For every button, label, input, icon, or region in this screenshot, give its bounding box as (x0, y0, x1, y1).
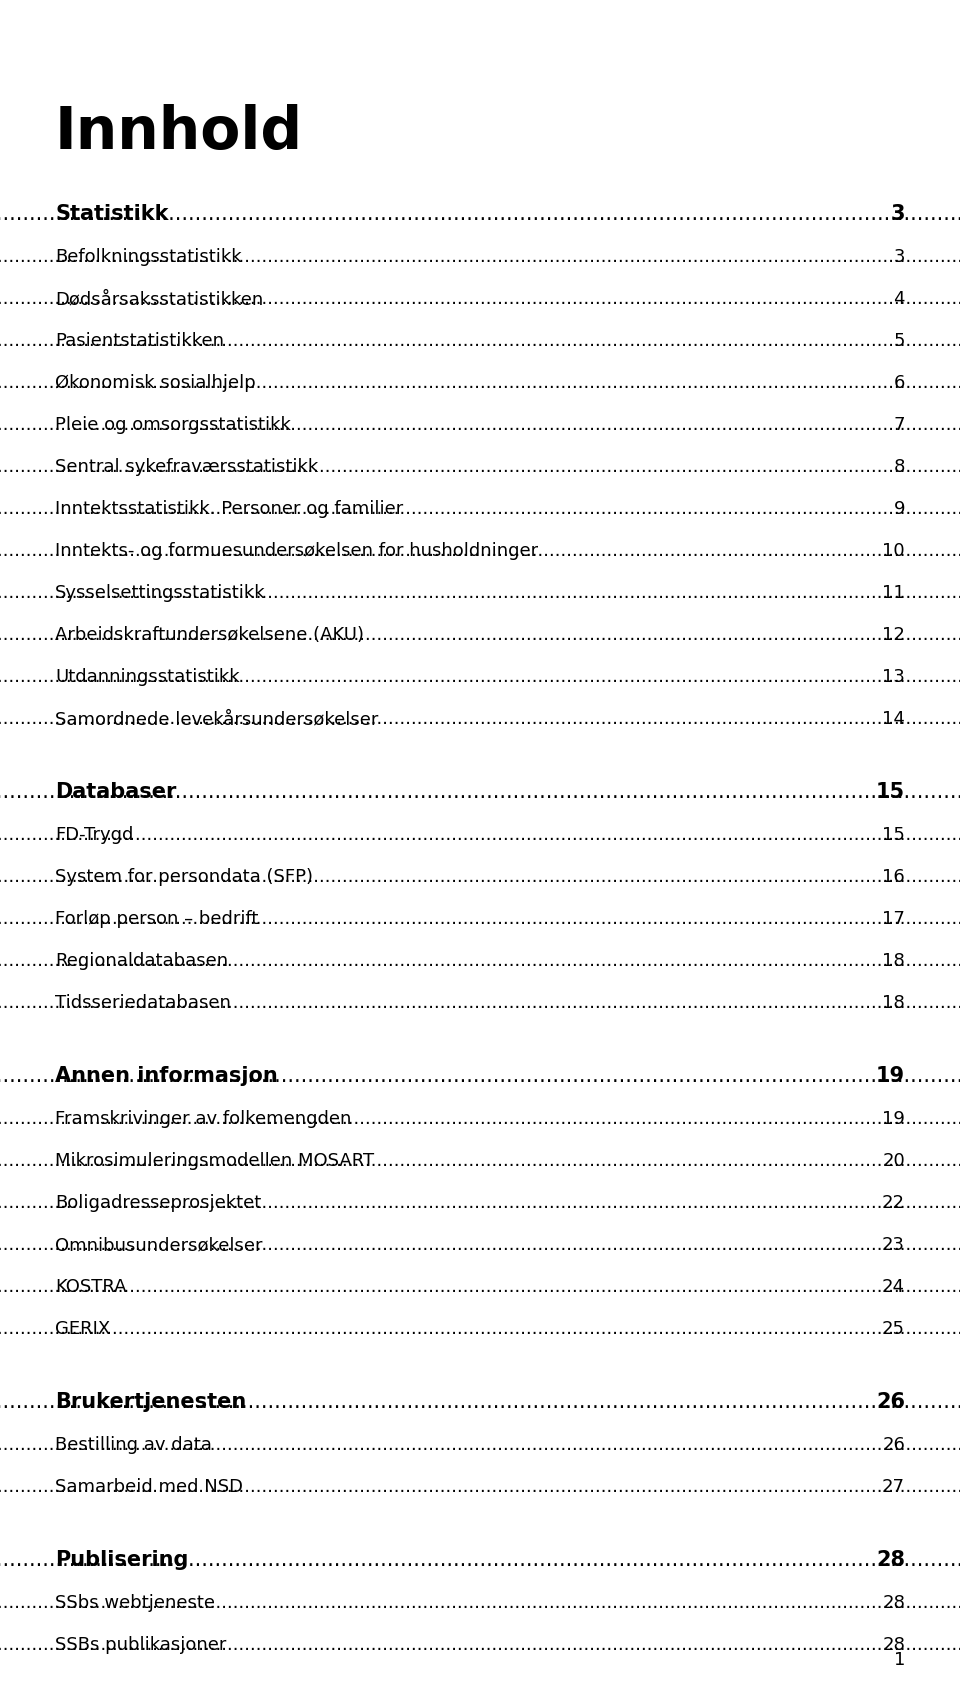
Text: 11: 11 (882, 584, 905, 601)
Text: 26: 26 (876, 1392, 905, 1413)
Text: ................................................................................: ........................................… (0, 1550, 960, 1570)
Text: ................................................................................: ........................................… (0, 710, 960, 728)
Text: ................................................................................: ........................................… (0, 1437, 960, 1453)
Text: ................................................................................: ........................................… (0, 627, 960, 644)
Text: Publisering: Publisering (55, 1550, 188, 1570)
Text: ................................................................................: ........................................… (0, 584, 960, 601)
Text: Økonomisk sosialhjelp: Økonomisk sosialhjelp (55, 374, 255, 391)
Text: ................................................................................: ........................................… (0, 1594, 960, 1613)
Text: ................................................................................: ........................................… (0, 1392, 960, 1413)
Text: 6: 6 (894, 374, 905, 391)
Text: 3: 3 (894, 247, 905, 266)
Text: KOSTRA: KOSTRA (55, 1277, 127, 1296)
Text: 25: 25 (882, 1320, 905, 1338)
Text: Tidsseriedatabasen: Tidsseriedatabasen (55, 994, 230, 1011)
Text: ................................................................................: ........................................… (0, 1477, 960, 1496)
Text: Samarbeid med NSD: Samarbeid med NSD (55, 1477, 243, 1496)
Text: 28: 28 (876, 1550, 905, 1570)
Text: 28: 28 (882, 1594, 905, 1613)
Text: Innhold: Innhold (55, 103, 303, 161)
Text: 9: 9 (894, 500, 905, 518)
Text: 16: 16 (882, 867, 905, 886)
Text: 3: 3 (891, 203, 905, 224)
Text: Pleie og omsorgsstatistikk: Pleie og omsorgsstatistikk (55, 417, 291, 434)
Text: ................................................................................: ........................................… (0, 827, 960, 844)
Text: Sentral sykefraværsstatistikk: Sentral sykefraværsstatistikk (55, 457, 319, 476)
Text: ................................................................................: ........................................… (0, 417, 960, 434)
Text: ................................................................................: ........................................… (0, 783, 960, 801)
Text: ................................................................................: ........................................… (0, 332, 960, 351)
Text: ................................................................................: ........................................… (0, 952, 960, 971)
Text: 14: 14 (882, 710, 905, 728)
Text: FD-Trygd: FD-Trygd (55, 827, 133, 844)
Text: 22: 22 (882, 1194, 905, 1211)
Text: 5: 5 (894, 332, 905, 351)
Text: Sysselsettingsstatistikk: Sysselsettingsstatistikk (55, 584, 266, 601)
Text: 1: 1 (894, 1652, 905, 1669)
Text: Framskrivinger av folkemengden: Framskrivinger av folkemengden (55, 1110, 351, 1128)
Text: 4: 4 (894, 290, 905, 308)
Text: 13: 13 (882, 667, 905, 686)
Text: Forløp person – bedrift: Forløp person – bedrift (55, 910, 258, 928)
Text: Dødsårsaksstatistikken: Dødsårsaksstatistikken (55, 290, 263, 308)
Text: Arbeidskraftundersøkelsene (AKU): Arbeidskraftundersøkelsene (AKU) (55, 627, 364, 644)
Text: ................................................................................: ........................................… (0, 1194, 960, 1211)
Text: Pasientstatistikken: Pasientstatistikken (55, 332, 224, 351)
Text: ................................................................................: ........................................… (0, 1636, 960, 1653)
Text: ................................................................................: ........................................… (0, 1237, 960, 1254)
Text: Samordnede levekårsundersøkelser: Samordnede levekårsundersøkelser (55, 710, 378, 728)
Text: ................................................................................: ........................................… (0, 667, 960, 686)
Text: 15: 15 (876, 783, 905, 801)
Text: Regionaldatabasen: Regionaldatabasen (55, 952, 228, 971)
Text: 8: 8 (894, 457, 905, 476)
Text: ................................................................................: ........................................… (0, 1066, 960, 1086)
Text: ................................................................................: ........................................… (0, 457, 960, 476)
Text: Databaser: Databaser (55, 783, 177, 801)
Text: Utdanningsstatistikk: Utdanningsstatistikk (55, 667, 240, 686)
Text: Inntekts- og formuesundersøkelsen for husholdninger: Inntekts- og formuesundersøkelsen for hu… (55, 542, 539, 561)
Text: 26: 26 (882, 1437, 905, 1453)
Text: 7: 7 (894, 417, 905, 434)
Text: ................................................................................: ........................................… (0, 500, 960, 518)
Text: 15: 15 (882, 827, 905, 844)
Text: 10: 10 (882, 542, 905, 561)
Text: 17: 17 (882, 910, 905, 928)
Text: ................................................................................: ........................................… (0, 910, 960, 928)
Text: Mikrosimuleringsmodellen MOSART: Mikrosimuleringsmodellen MOSART (55, 1152, 374, 1171)
Text: 19: 19 (876, 1066, 905, 1086)
Text: SSBs publikasjoner: SSBs publikasjoner (55, 1636, 227, 1653)
Text: ................................................................................: ........................................… (0, 374, 960, 391)
Text: ................................................................................: ........................................… (0, 1320, 960, 1338)
Text: SSbs webtjeneste: SSbs webtjeneste (55, 1594, 215, 1613)
Text: GERIX: GERIX (55, 1320, 110, 1338)
Text: ................................................................................: ........................................… (0, 994, 960, 1011)
Text: 27: 27 (882, 1477, 905, 1496)
Text: ................................................................................: ........................................… (0, 1152, 960, 1171)
Text: Bestilling av data: Bestilling av data (55, 1437, 212, 1453)
Text: ................................................................................: ........................................… (0, 1277, 960, 1296)
Text: 28: 28 (882, 1636, 905, 1653)
Text: Boligadresseprosjektet: Boligadresseprosjektet (55, 1194, 261, 1211)
Text: Statistikk: Statistikk (55, 203, 169, 224)
Text: 12: 12 (882, 627, 905, 644)
Text: System for persondata (SFP): System for persondata (SFP) (55, 867, 313, 886)
Text: 23: 23 (882, 1237, 905, 1254)
Text: Inntektsstatistikk. Personer og familier: Inntektsstatistikk. Personer og familier (55, 500, 403, 518)
Text: ................................................................................: ........................................… (0, 542, 960, 561)
Text: ................................................................................: ........................................… (0, 247, 960, 266)
Text: 18: 18 (882, 994, 905, 1011)
Text: 18: 18 (882, 952, 905, 971)
Text: Omnibusundersøkelser: Omnibusundersøkelser (55, 1237, 262, 1254)
Text: Annen informasjon: Annen informasjon (55, 1066, 277, 1086)
Text: ................................................................................: ........................................… (0, 867, 960, 886)
Text: 24: 24 (882, 1277, 905, 1296)
Text: Befolkningsstatistikk: Befolkningsstatistikk (55, 247, 242, 266)
Text: ................................................................................: ........................................… (0, 203, 960, 224)
Text: 19: 19 (882, 1110, 905, 1128)
Text: ................................................................................: ........................................… (0, 290, 960, 308)
Text: Brukertjenesten: Brukertjenesten (55, 1392, 247, 1413)
Text: ................................................................................: ........................................… (0, 1110, 960, 1128)
Text: 20: 20 (882, 1152, 905, 1171)
